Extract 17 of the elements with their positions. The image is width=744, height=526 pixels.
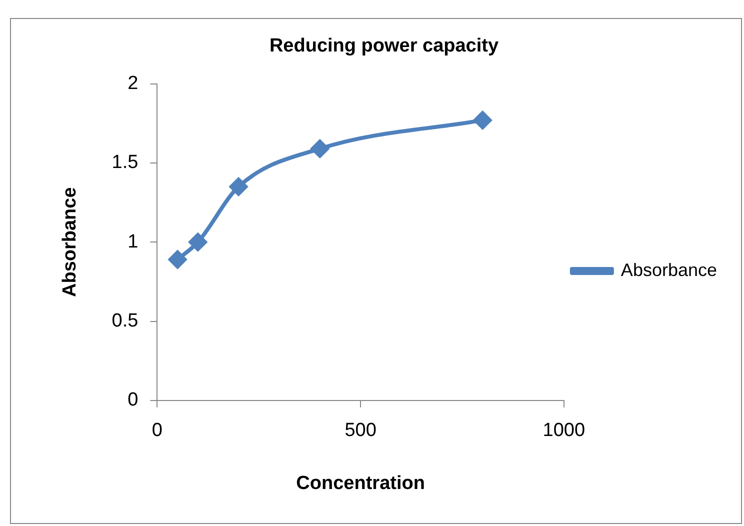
y-tick-label: 2 <box>128 73 138 94</box>
point <box>188 233 207 252</box>
y-tick-label: 0.5 <box>112 310 138 332</box>
point <box>310 140 329 158</box>
x-tick-label: 0 <box>152 420 162 442</box>
chart-title: Reducing power capacity <box>269 36 499 57</box>
y-axis-title: Absorbance <box>60 187 81 298</box>
point <box>230 178 248 196</box>
y-tick-label: 1 <box>128 231 138 252</box>
x-tick-label: 1000 <box>542 420 586 442</box>
point <box>168 250 187 269</box>
point <box>474 111 492 130</box>
y-tick-label: 0 <box>128 390 138 411</box>
legend-label: Absorbance <box>620 260 718 280</box>
y-tick-label: 1.5 <box>112 152 138 174</box>
x-axis-title: Concentration <box>296 472 425 494</box>
x-tick-label: 500 <box>344 420 376 442</box>
